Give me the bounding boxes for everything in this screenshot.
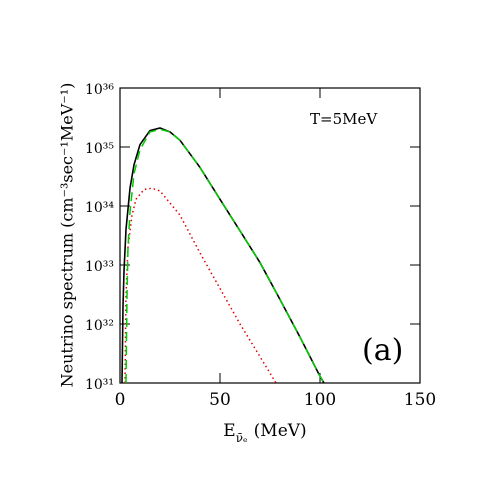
annotation: T=5MeV [310,110,378,128]
x-axis-label: Eν̄ₑ (MeV) [223,421,306,445]
y-tick-label: 10³³ [85,259,114,275]
x-axis-label-sub: ν̄ₑ [236,431,248,445]
x-axis-label-unit: (MeV) [254,421,307,441]
line-series [121,127,325,383]
x-tick-label: 100 [304,390,336,410]
x-tick-label: 150 [404,390,436,410]
plot-frame [119,87,421,384]
y-tick-label: 10³¹ [85,377,114,393]
x-axis-label-main: E [223,421,235,441]
y-axis-label: Neutrino spectrum (cm⁻³sec⁻¹MeV⁻¹) [58,83,77,388]
line-series [125,128,325,383]
line-series [124,187,277,383]
y-tick-label: 10³⁶ [85,82,114,98]
x-tick-label: 0 [115,390,126,410]
x-tick-label: 50 [209,390,231,410]
y-tick-label: 10³² [85,318,114,334]
y-tick-label: 10³⁵ [85,141,114,157]
panel-label: (a) [362,333,403,368]
y-tick-label: 10³⁴ [85,200,114,216]
